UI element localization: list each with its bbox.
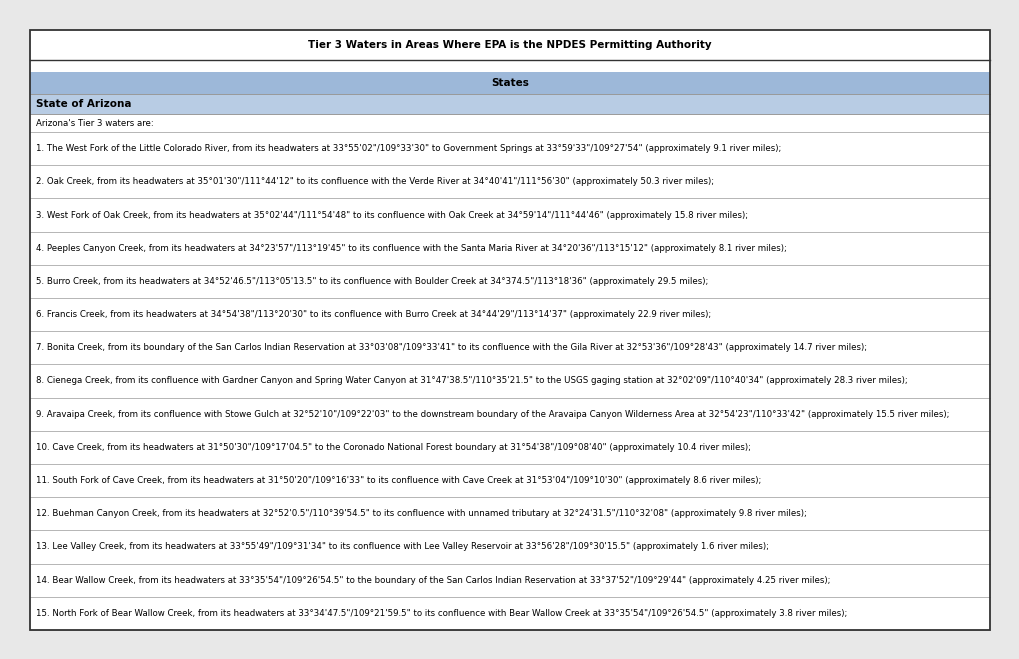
Bar xyxy=(30,298,989,331)
Bar xyxy=(30,30,989,60)
Bar xyxy=(30,464,989,497)
Bar xyxy=(30,364,989,397)
Bar xyxy=(30,60,989,72)
Bar xyxy=(30,431,989,464)
Bar xyxy=(30,72,989,94)
Bar xyxy=(30,530,989,563)
Text: 6. Francis Creek, from its headwaters at 34°54'38"/113°20'30" to its confluence : 6. Francis Creek, from its headwaters at… xyxy=(36,310,710,319)
Bar xyxy=(30,331,989,364)
Text: 5. Burro Creek, from its headwaters at 34°52'46.5"/113°05'13.5" to its confluenc: 5. Burro Creek, from its headwaters at 3… xyxy=(36,277,707,286)
Text: 13. Lee Valley Creek, from its headwaters at 33°55'49"/109°31'34" to its conflue: 13. Lee Valley Creek, from its headwater… xyxy=(36,542,768,552)
Text: 8. Cienega Creek, from its confluence with Gardner Canyon and Spring Water Canyo: 8. Cienega Creek, from its confluence wi… xyxy=(36,376,907,386)
Text: 12. Buehman Canyon Creek, from its headwaters at 32°52'0.5"/110°39'54.5" to its : 12. Buehman Canyon Creek, from its headw… xyxy=(36,509,806,518)
Bar xyxy=(30,597,989,630)
Text: 4. Peeples Canyon Creek, from its headwaters at 34°23'57"/113°19'45" to its conf: 4. Peeples Canyon Creek, from its headwa… xyxy=(36,244,786,252)
Bar xyxy=(30,165,989,198)
Text: 10. Cave Creek, from its headwaters at 31°50'30"/109°17'04.5" to the Coronado Na: 10. Cave Creek, from its headwaters at 3… xyxy=(36,443,750,452)
Text: 9. Aravaipa Creek, from its confluence with Stowe Gulch at 32°52'10"/109°22'03" : 9. Aravaipa Creek, from its confluence w… xyxy=(36,410,949,418)
Bar xyxy=(30,231,989,265)
Bar xyxy=(30,132,989,165)
Text: 3. West Fork of Oak Creek, from its headwaters at 35°02'44"/111°54'48" to its co: 3. West Fork of Oak Creek, from its head… xyxy=(36,210,747,219)
Bar xyxy=(30,114,989,132)
Text: 7. Bonita Creek, from its boundary of the San Carlos Indian Reservation at 33°03: 7. Bonita Creek, from its boundary of th… xyxy=(36,343,866,353)
Bar xyxy=(30,94,989,114)
Text: States: States xyxy=(490,78,529,88)
Text: Tier 3 Waters in Areas Where EPA is the NPDES Permitting Authority: Tier 3 Waters in Areas Where EPA is the … xyxy=(308,40,711,50)
Bar xyxy=(30,563,989,597)
Bar xyxy=(30,397,989,431)
Bar xyxy=(30,265,989,298)
Bar xyxy=(30,198,989,231)
Text: 11. South Fork of Cave Creek, from its headwaters at 31°50'20"/109°16'33" to its: 11. South Fork of Cave Creek, from its h… xyxy=(36,476,760,485)
Text: 15. North Fork of Bear Wallow Creek, from its headwaters at 33°34'47.5"/109°21'5: 15. North Fork of Bear Wallow Creek, fro… xyxy=(36,609,847,618)
Bar xyxy=(30,497,989,530)
Text: Arizona's Tier 3 waters are:: Arizona's Tier 3 waters are: xyxy=(36,119,154,127)
Text: 14. Bear Wallow Creek, from its headwaters at 33°35'54"/109°26'54.5" to the boun: 14. Bear Wallow Creek, from its headwate… xyxy=(36,576,829,585)
Text: State of Arizona: State of Arizona xyxy=(36,99,131,109)
Text: 2. Oak Creek, from its headwaters at 35°01'30"/111°44'12" to its confluence with: 2. Oak Creek, from its headwaters at 35°… xyxy=(36,177,713,186)
Text: 1. The West Fork of the Little Colorado River, from its headwaters at 33°55'02"/: 1. The West Fork of the Little Colorado … xyxy=(36,144,781,153)
